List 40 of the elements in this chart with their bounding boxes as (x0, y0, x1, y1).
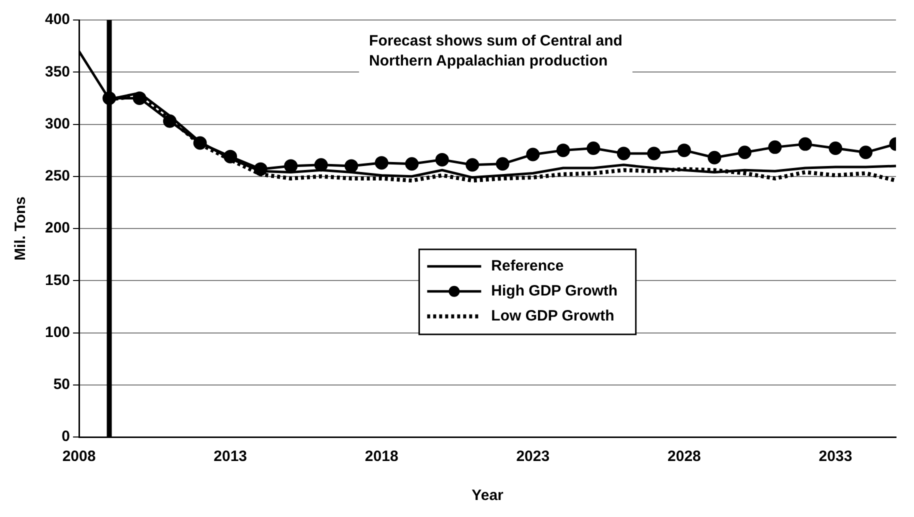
x-tick-label: 2018 (364, 448, 398, 466)
legend-label: Low GDP Growth (491, 307, 614, 324)
point (828, 141, 842, 155)
point (708, 150, 722, 164)
y-tick-label: 150 (44, 272, 70, 289)
point (526, 148, 540, 162)
y-tick-label: 200 (44, 220, 70, 237)
point (466, 158, 480, 172)
point (435, 152, 449, 166)
point (344, 159, 358, 173)
point (496, 157, 510, 171)
y-tick-label: 300 (44, 115, 70, 132)
point (768, 140, 782, 154)
x-tick-label: 2033 (818, 448, 852, 466)
point (586, 141, 600, 155)
x-tick-label: 2008 (62, 448, 96, 466)
y-tick-label: 400 (44, 11, 70, 28)
x-tick-label: 2023 (516, 448, 550, 466)
y-axis-title: Mil. Tons (12, 196, 30, 260)
point (374, 156, 388, 170)
point (405, 157, 419, 171)
point (556, 144, 570, 158)
annotation: Forecast shows sum of Central and Northern Appalachian production (369, 32, 622, 70)
legend-label: Reference (491, 257, 564, 274)
y-tick-label: 250 (44, 168, 70, 185)
point (284, 159, 298, 173)
point (647, 146, 661, 160)
y-tick-label: 100 (44, 324, 70, 341)
legend-label: High GDP Growth (491, 282, 618, 300)
x-tick-label: 2013 (214, 448, 248, 466)
x-tick-label: 2028 (668, 448, 701, 466)
y-tick-label: 50 (53, 376, 70, 394)
point (798, 137, 812, 151)
point (616, 146, 630, 160)
y-tick-label: 0 (62, 428, 70, 446)
point (738, 146, 752, 160)
point (677, 144, 691, 158)
point (858, 146, 872, 160)
y-tick-label: 350 (44, 63, 70, 80)
x-axis-title: Year (472, 487, 504, 504)
